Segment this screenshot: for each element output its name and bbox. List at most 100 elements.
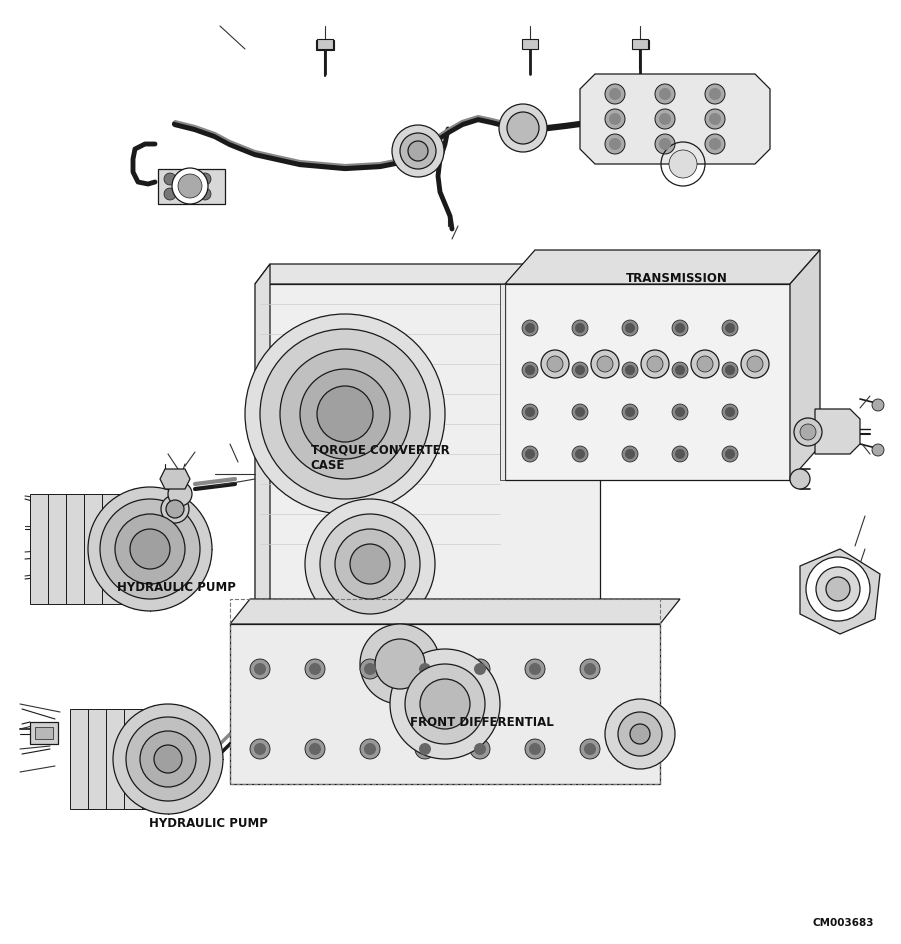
Circle shape [691,350,719,378]
Polygon shape [500,284,505,480]
Circle shape [725,365,735,375]
Circle shape [722,404,738,420]
Circle shape [806,557,870,621]
Circle shape [525,449,535,459]
Circle shape [705,134,725,154]
Circle shape [709,138,721,150]
Circle shape [575,365,585,375]
Polygon shape [505,250,820,284]
Circle shape [630,724,650,744]
Polygon shape [106,709,124,809]
Circle shape [591,350,619,378]
Circle shape [575,323,585,333]
Circle shape [672,404,688,420]
Circle shape [474,663,486,675]
Circle shape [722,362,738,378]
Circle shape [305,739,325,759]
Circle shape [647,356,663,372]
Circle shape [260,329,430,499]
Circle shape [375,639,425,689]
Circle shape [140,731,196,787]
Circle shape [722,320,738,336]
Circle shape [572,446,588,462]
Circle shape [625,407,635,417]
Circle shape [547,356,563,372]
Circle shape [522,404,538,420]
Circle shape [419,743,431,755]
Circle shape [250,659,270,679]
Circle shape [305,499,435,629]
Circle shape [400,133,436,169]
Circle shape [709,113,721,125]
Circle shape [794,418,822,446]
Circle shape [525,659,545,679]
Bar [632,39,648,49]
Circle shape [415,739,435,759]
Circle shape [405,664,485,744]
Polygon shape [88,709,106,809]
Circle shape [507,112,539,144]
Circle shape [364,663,376,675]
Polygon shape [120,494,138,604]
Circle shape [672,320,688,336]
Bar [317,39,333,49]
Polygon shape [255,284,600,624]
Circle shape [675,365,685,375]
Polygon shape [66,494,84,604]
Circle shape [605,134,625,154]
Bar [633,40,649,49]
Polygon shape [84,494,102,604]
Circle shape [115,514,185,584]
Circle shape [280,349,410,479]
Text: CM003683: CM003683 [813,919,874,928]
Circle shape [335,529,405,599]
Circle shape [669,150,697,178]
Circle shape [609,138,621,150]
Circle shape [605,84,625,104]
Circle shape [625,323,635,333]
Circle shape [725,407,735,417]
Circle shape [172,168,208,204]
Polygon shape [48,494,66,604]
Circle shape [675,323,685,333]
Circle shape [572,404,588,420]
Circle shape [675,407,685,417]
Circle shape [580,659,600,679]
Polygon shape [158,169,225,204]
Polygon shape [255,264,615,284]
Circle shape [575,449,585,459]
Circle shape [705,109,725,129]
Circle shape [572,320,588,336]
Circle shape [872,444,884,456]
Circle shape [697,356,713,372]
Circle shape [345,609,455,719]
Circle shape [605,109,625,129]
Circle shape [747,356,763,372]
Circle shape [790,469,810,489]
Circle shape [525,323,535,333]
Circle shape [741,350,769,378]
Circle shape [100,499,200,599]
Circle shape [525,365,535,375]
Circle shape [88,487,212,611]
Circle shape [625,449,635,459]
Circle shape [415,659,435,679]
Polygon shape [124,709,142,809]
Bar [30,722,58,744]
Circle shape [525,407,535,417]
Polygon shape [142,709,160,809]
Circle shape [245,314,445,514]
Polygon shape [230,599,680,624]
Circle shape [705,84,725,104]
Circle shape [541,350,569,378]
Circle shape [470,659,490,679]
Circle shape [816,567,860,611]
Circle shape [126,717,210,801]
Circle shape [254,743,266,755]
Circle shape [317,386,373,442]
Circle shape [360,624,440,704]
Circle shape [470,739,490,759]
Circle shape [722,446,738,462]
Circle shape [622,404,638,420]
Text: HYDRAULIC PUMP: HYDRAULIC PUMP [117,581,236,594]
